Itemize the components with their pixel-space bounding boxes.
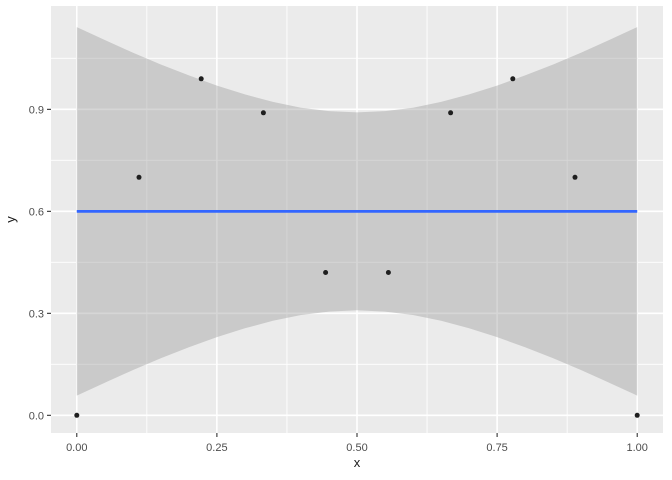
x-axis-title: x [354,455,361,470]
y-tick-label: 0.6 [29,206,44,218]
x-tick-label: 1.00 [627,442,648,454]
data-point [572,174,578,180]
data-point [385,270,391,275]
x-tick-label: 0.75 [486,442,507,454]
data-point [136,174,142,180]
y-tick-label: 0.9 [29,104,44,116]
data-point [198,76,204,82]
data-point [448,110,454,116]
y-tick-label: 0.0 [29,410,44,422]
data-point [74,412,80,418]
data-point [634,412,640,418]
x-tick-label: 0.25 [206,442,227,454]
data-point [260,110,266,116]
data-point [510,76,516,82]
y-tick-label: 0.3 [29,308,44,320]
data-point [323,270,329,275]
x-tick-label: 0.50 [346,442,367,454]
x-tick-label: 0.00 [66,442,87,454]
y-axis-title: y [3,216,18,223]
